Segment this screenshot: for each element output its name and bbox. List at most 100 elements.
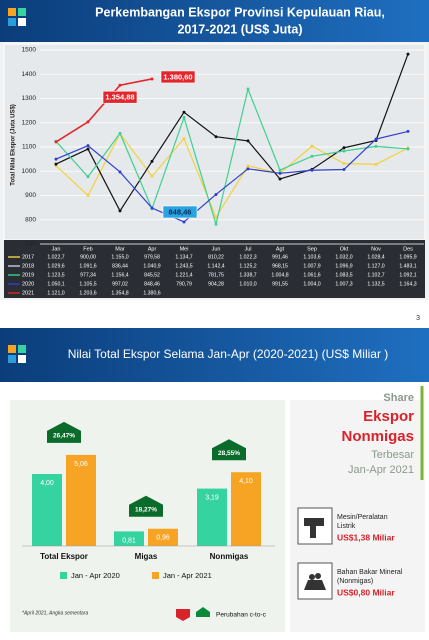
table-value: 1.105,5 — [79, 281, 96, 287]
share-heading: Nonmigas — [341, 428, 414, 445]
y-tick-label: 1300 — [22, 95, 37, 102]
y-tick-label: 1100 — [22, 144, 36, 151]
table-value: 1.029,6 — [47, 263, 64, 269]
plot-area — [3, 43, 426, 241]
table-value: 968,15 — [272, 263, 288, 269]
x-tick-label: Mar — [115, 246, 125, 252]
y-axis-label: Total Nilai Ekspor (Juta US$) — [11, 104, 17, 186]
table-value: 1.091,6 — [79, 263, 96, 269]
point — [86, 194, 90, 197]
table-value: 1.123,5 — [47, 272, 64, 278]
annotation-box — [160, 70, 196, 84]
table-value: 1.028,4 — [367, 254, 384, 260]
point — [342, 149, 346, 153]
y-tick-label: 700 — [25, 241, 36, 248]
table-value: 781,75 — [208, 272, 224, 278]
bar-label: 4,10 — [239, 478, 253, 485]
change-label: 28,55% — [218, 450, 240, 457]
header-bar — [0, 328, 429, 382]
table-value: 1.095,9 — [399, 254, 416, 260]
point — [182, 137, 186, 141]
bar — [197, 488, 227, 546]
bar — [148, 528, 178, 546]
table-value: 1.096,9 — [335, 263, 352, 269]
table-value: 1.380,6 — [143, 290, 160, 296]
x-tick-label: Apr — [148, 246, 157, 252]
legend-swatch — [152, 572, 159, 579]
table-value: 1.483,1 — [399, 263, 416, 269]
share-heading: Ekspor — [363, 408, 414, 425]
bar — [114, 531, 144, 546]
x-tick-label: Nonmigas — [210, 552, 249, 561]
annotation: 848,46 — [169, 207, 192, 216]
footnote: *April 2021, Angka sementara — [22, 610, 88, 616]
series-line — [55, 87, 409, 227]
point — [86, 147, 90, 151]
point — [278, 168, 282, 172]
legend-swatch — [60, 572, 67, 579]
item-label: Listrik — [337, 523, 356, 530]
point — [310, 154, 314, 158]
table-value: 1.203,6 — [79, 290, 96, 296]
point — [278, 177, 282, 181]
point — [342, 161, 346, 165]
legend-label: 2018 — [22, 263, 34, 269]
table-value: 1.134,7 — [175, 254, 192, 260]
bar-label: 5,06 — [74, 461, 88, 468]
table-value: 1.221,4 — [175, 272, 192, 278]
table-value: 810,22 — [208, 254, 224, 260]
point — [214, 215, 218, 219]
series-line — [55, 53, 409, 213]
y-tick-label: 1200 — [22, 119, 37, 126]
legend-label: Jan - Apr 2021 — [163, 571, 212, 580]
point — [246, 87, 250, 91]
table-value: 1.010,0 — [239, 281, 256, 287]
table-value: 1.032,0 — [335, 254, 352, 260]
series-line — [55, 130, 409, 223]
point — [150, 77, 154, 81]
point — [374, 144, 378, 148]
x-tick-label: Okt — [340, 246, 349, 252]
table-value: 1.022,7 — [47, 254, 64, 260]
point — [342, 167, 346, 171]
annotation-box — [102, 90, 138, 104]
annotation-box — [162, 205, 198, 219]
legend-label: 2021 — [22, 290, 34, 296]
x-tick-label: Total Ekspor — [40, 552, 88, 561]
bar — [32, 474, 62, 546]
point — [86, 120, 90, 124]
chart-title: Nilai Total Ekspor Selama Jan-Apr (2020-… — [68, 347, 389, 361]
legend-change-icons — [176, 607, 210, 621]
y-tick-label: 900 — [25, 192, 36, 199]
icon-machine — [297, 507, 333, 545]
share-heading: Share — [383, 392, 414, 404]
page-number: 3 — [416, 315, 420, 322]
table-value: 991,55 — [272, 281, 288, 287]
table-value: 1.155,0 — [111, 254, 128, 260]
point — [86, 175, 90, 179]
x-tick-label: Migas — [135, 552, 158, 561]
table-value: 900,00 — [80, 254, 96, 260]
item-label: (Nonmigas) — [337, 578, 373, 585]
table-value: 1.142,4 — [207, 263, 224, 269]
annotation: 1.354,88 — [105, 93, 134, 102]
point — [182, 110, 186, 114]
point — [342, 146, 346, 150]
share-heading: Terbesar — [371, 449, 414, 461]
table-value: 991,46 — [272, 254, 288, 260]
legend-label: 2020 — [22, 281, 34, 287]
x-tick-label: Jun — [212, 246, 221, 252]
table-value: 1.164,3 — [399, 281, 416, 287]
legend-label: Perubahan c-to-c — [216, 612, 267, 619]
table-value: 1.040,9 — [143, 263, 160, 269]
table-value: 1.004,8 — [271, 272, 288, 278]
table-value: 1.121,0 — [47, 290, 64, 296]
table-value: 1.127,0 — [367, 263, 384, 269]
point — [150, 174, 154, 178]
table-value: 997,02 — [112, 281, 128, 287]
point — [246, 164, 250, 168]
table-value: 1.007,9 — [303, 263, 320, 269]
point — [118, 170, 122, 174]
point — [406, 52, 410, 56]
